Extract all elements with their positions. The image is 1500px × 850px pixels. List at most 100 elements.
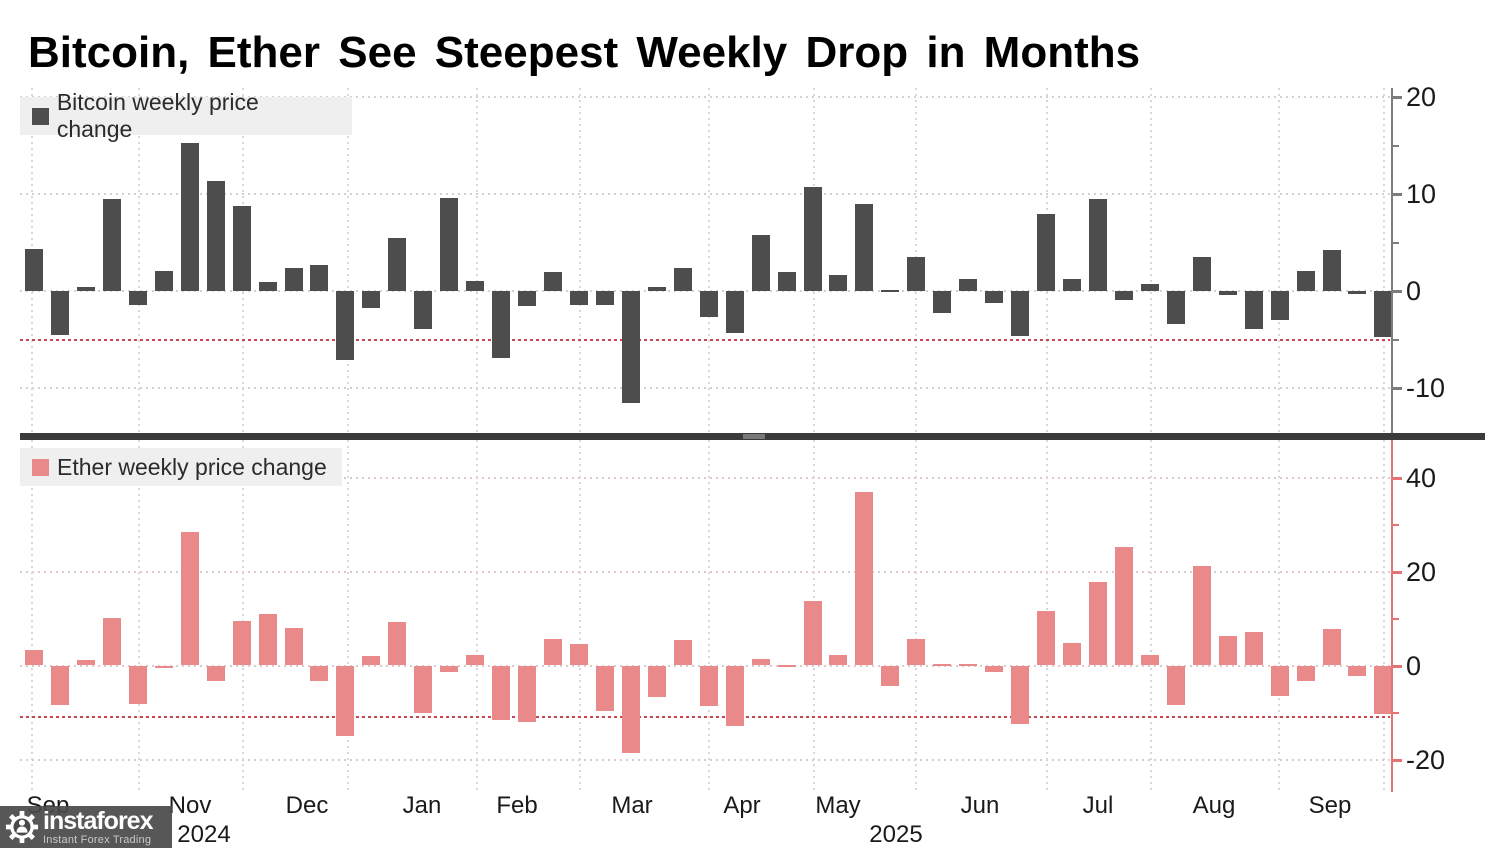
ether-bar bbox=[985, 665, 1004, 672]
instaforex-watermark: instaforex Instant Forex Trading bbox=[0, 806, 172, 848]
ether-bar bbox=[1011, 665, 1030, 724]
ether-month-gridline-3 bbox=[347, 440, 349, 792]
bitcoin-bar bbox=[1374, 291, 1393, 337]
bitcoin-tick-label-0: 0 bbox=[1406, 276, 1422, 306]
ether-tick--20 bbox=[1393, 758, 1402, 762]
bitcoin-bar bbox=[388, 237, 407, 291]
bitcoin-bar bbox=[466, 281, 485, 291]
month-label-jan-3: Jan bbox=[402, 792, 442, 819]
ether-month-gridline-2 bbox=[242, 440, 244, 792]
bitcoin-tick-20 bbox=[1393, 96, 1402, 99]
bitcoin-bar bbox=[50, 291, 69, 335]
bitcoin-bar bbox=[1114, 291, 1133, 300]
month-label-jul-9: Jul bbox=[1082, 792, 1114, 819]
ether-bar bbox=[725, 665, 744, 726]
ether-bar bbox=[855, 491, 874, 666]
ether-bar bbox=[284, 628, 303, 666]
bitcoin-bar bbox=[595, 291, 614, 305]
bitcoin-bar bbox=[569, 291, 588, 305]
bitcoin-bar bbox=[673, 267, 692, 291]
ether-month-gridline-0 bbox=[31, 440, 33, 792]
bitcoin-y-axis bbox=[1391, 88, 1393, 433]
ether-minor-tick-10 bbox=[1393, 617, 1399, 620]
bitcoin-bar bbox=[959, 279, 978, 291]
bitcoin-month-gridline-10 bbox=[1150, 88, 1152, 433]
ether-bar bbox=[1166, 665, 1185, 705]
ether-bar bbox=[699, 665, 718, 707]
bitcoin-bar bbox=[1322, 250, 1341, 291]
bitcoin-bar bbox=[933, 291, 952, 314]
ether-bar bbox=[232, 621, 251, 666]
ether-legend: Ether weekly price change bbox=[20, 448, 342, 486]
bitcoin-tick-0 bbox=[1393, 290, 1402, 293]
ether-bar bbox=[1063, 642, 1081, 666]
ether-legend-label: Ether weekly price change bbox=[57, 453, 327, 480]
month-label-apr-6: Apr bbox=[723, 792, 761, 819]
bitcoin-bar bbox=[1348, 291, 1367, 294]
ether-bar bbox=[751, 658, 770, 666]
bitcoin-bar bbox=[985, 291, 1004, 303]
bitcoin-bar bbox=[25, 249, 43, 291]
bitcoin-reference-line bbox=[20, 338, 1390, 341]
ether-bar bbox=[803, 600, 822, 666]
bitcoin-bar bbox=[206, 181, 225, 291]
ether-bar bbox=[1270, 665, 1289, 696]
separator-handle bbox=[743, 434, 765, 439]
ether-bar bbox=[829, 655, 848, 666]
ether-bar bbox=[336, 665, 355, 736]
bitcoin-minor-tick-5 bbox=[1393, 241, 1399, 244]
month-label-dec-2: Dec bbox=[285, 792, 329, 819]
ether-bar bbox=[1322, 629, 1341, 666]
watermark-brand: instaforex bbox=[43, 806, 153, 835]
ether-legend-swatch-icon bbox=[32, 458, 49, 476]
bitcoin-bar bbox=[76, 287, 95, 291]
ether-bar bbox=[647, 665, 666, 698]
ether-bar bbox=[466, 655, 485, 666]
ether-gridline--20 bbox=[20, 758, 1390, 761]
ether-gridline-40 bbox=[20, 476, 1390, 479]
bitcoin-bar bbox=[725, 291, 744, 333]
ether-tick-label-0: 0 bbox=[1406, 650, 1422, 681]
ether-reference-line bbox=[20, 716, 1390, 719]
ether-bar bbox=[50, 665, 69, 705]
ether-bar bbox=[1218, 636, 1237, 666]
ether-bar bbox=[180, 532, 199, 666]
ether-bar bbox=[258, 613, 277, 666]
ether-bar bbox=[492, 665, 511, 721]
bitcoin-legend-swatch-icon bbox=[32, 107, 49, 125]
watermark-tagline: Instant Forex Trading bbox=[43, 833, 152, 846]
bitcoin-month-gridline-6 bbox=[708, 88, 710, 433]
bitcoin-bar bbox=[1296, 270, 1315, 291]
bitcoin-gridline-10 bbox=[20, 193, 1390, 195]
ether-bar bbox=[673, 639, 692, 666]
ether-y-axis bbox=[1391, 440, 1393, 792]
ether-month-gridline-5 bbox=[579, 440, 581, 792]
bitcoin-bar bbox=[881, 290, 900, 293]
year-label-2024: 2024 bbox=[177, 821, 231, 848]
bitcoin-bar bbox=[1218, 291, 1237, 295]
ether-bar bbox=[777, 664, 796, 667]
ether-bar bbox=[569, 643, 588, 666]
month-label-jun-8: Jun bbox=[960, 792, 1000, 819]
ether-minor-tick-30 bbox=[1393, 523, 1399, 526]
bitcoin-bar bbox=[518, 291, 537, 306]
ether-tick-label-20: 20 bbox=[1406, 556, 1437, 587]
bitcoin-minor-tick--5 bbox=[1393, 338, 1399, 341]
bitcoin-bar bbox=[1088, 198, 1107, 291]
bitcoin-bar bbox=[1270, 291, 1289, 321]
ether-bar bbox=[362, 656, 381, 666]
bitcoin-tick-10 bbox=[1393, 193, 1402, 196]
ether-gridline-20 bbox=[20, 570, 1390, 573]
bitcoin-gridline--10 bbox=[20, 387, 1390, 389]
bitcoin-bar bbox=[1011, 291, 1030, 336]
ether-tick-0 bbox=[1393, 664, 1402, 668]
ether-bar bbox=[25, 649, 43, 666]
ether-bar bbox=[881, 665, 900, 686]
bitcoin-bar bbox=[258, 282, 277, 291]
ether-bar bbox=[388, 621, 407, 666]
bitcoin-bar bbox=[232, 205, 251, 291]
ether-tick-40 bbox=[1393, 476, 1402, 480]
month-label-aug-10: Aug bbox=[1192, 792, 1236, 819]
ether-bar bbox=[154, 665, 173, 669]
